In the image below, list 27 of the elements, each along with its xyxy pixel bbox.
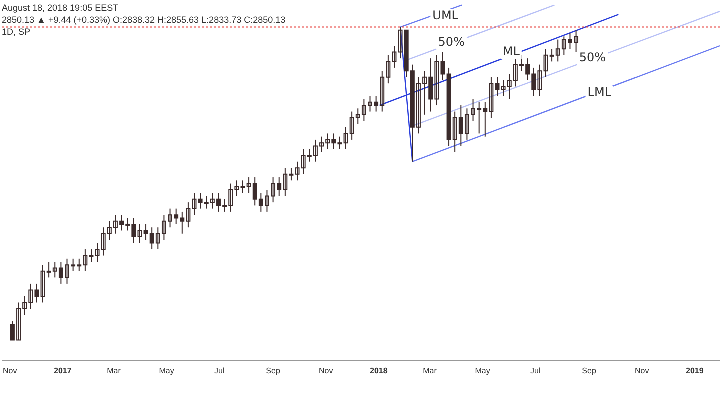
x-tick-label: May — [159, 366, 174, 376]
x-tick-label: May — [475, 366, 490, 376]
annotation: 50% — [579, 50, 606, 65]
text: 2850.13 ▲ +9.44 (+0.33%) O:2838.32 H:2855.63 L:2833.73 C:2850.13 — [2, 14, 286, 26]
candlestick — [40, 264, 46, 304]
candlestick — [344, 126, 348, 150]
x-tick-label: Jul — [530, 366, 541, 376]
x-tick-label: Mar — [107, 366, 122, 376]
candlestick — [544, 48, 548, 78]
x-tick-label: 2019 — [686, 366, 704, 376]
x-tick-label: 2017 — [54, 366, 72, 376]
annotation: LML — [588, 85, 612, 100]
annotation: 50% — [438, 35, 465, 50]
annotation: 1D, SP — [2, 26, 32, 38]
candlestick — [192, 192, 197, 216]
x-tick-label: Nov — [2, 366, 18, 376]
x-tick-label: Sep — [266, 366, 281, 376]
x-tick-label: Mar — [423, 366, 438, 376]
x-tick-label: Sep — [582, 366, 597, 376]
x-tick-label: Nov — [634, 366, 650, 376]
text: August 18, 2018 19:05 EEST — [2, 2, 120, 14]
annotation: ML — [502, 44, 520, 58]
annotation: UML — [432, 8, 459, 22]
candlestick — [392, 46, 397, 68]
x-tick-label: Nov — [318, 366, 334, 376]
x-tick-label: 2018 — [370, 366, 388, 376]
x-tick-label: Jul — [214, 366, 225, 376]
